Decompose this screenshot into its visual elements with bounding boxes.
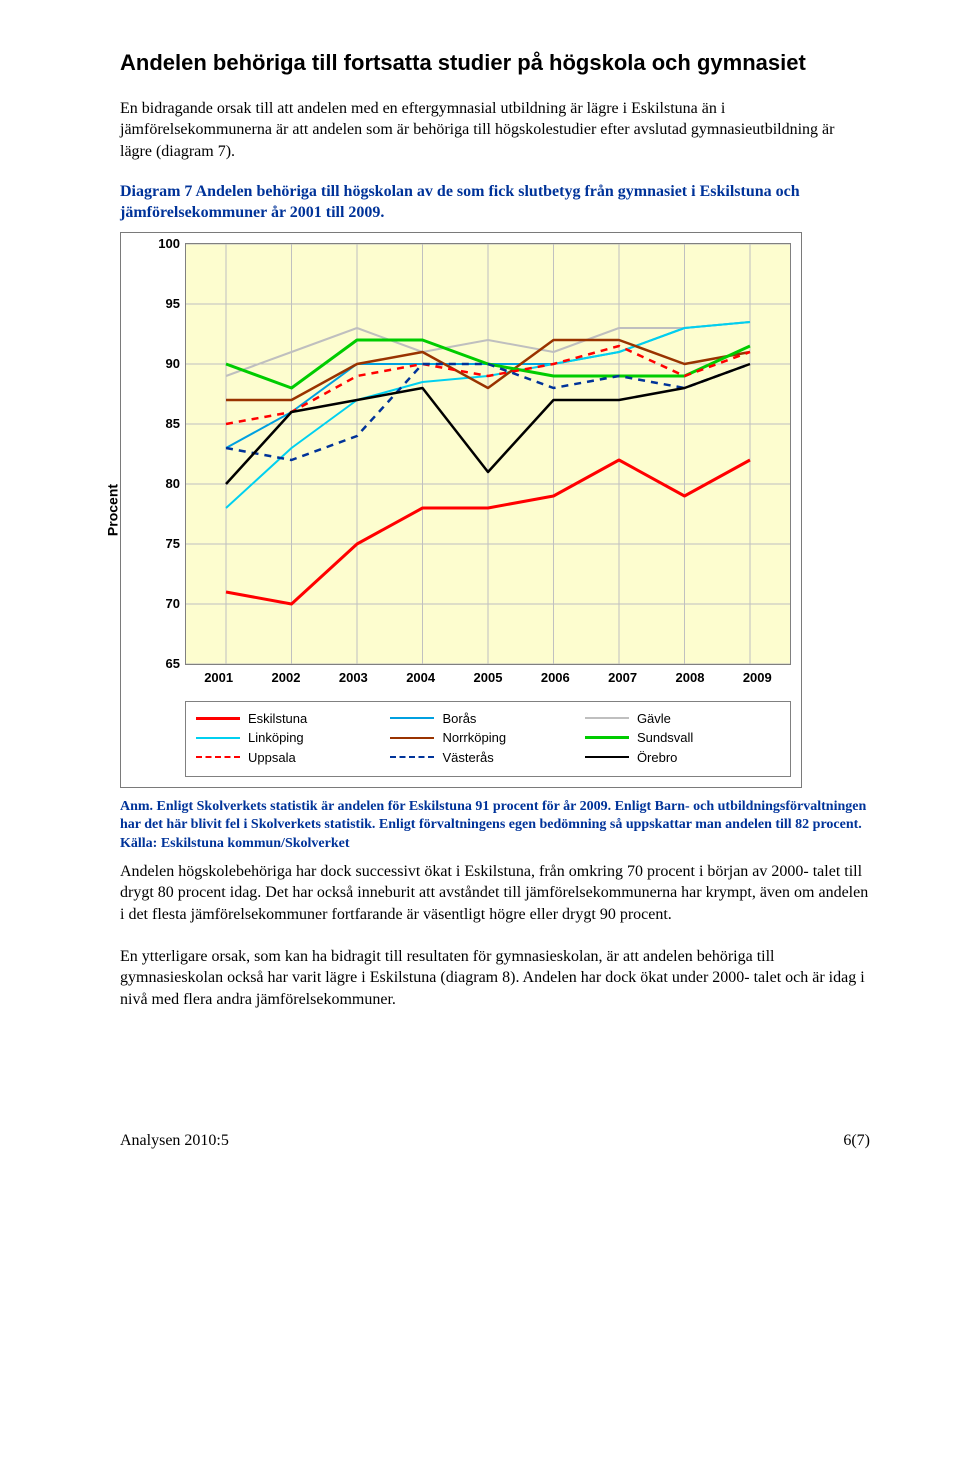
y-tick-label: 90 [166,355,180,373]
chart-plot-area: 65707580859095100 [185,243,791,665]
footer-left: Analysen 2010:5 [120,1130,229,1152]
chart-caption: Diagram 7 Andelen behöriga till högskola… [120,182,870,224]
x-tick-label: 2006 [522,669,589,687]
chart-frame: Procent 65707580859095100 20012002200320… [120,232,802,788]
legend-item: Eskilstuna [196,710,390,728]
chart-note: Anm. Enligt Skolverkets statistik är and… [120,798,870,853]
x-tick-label: 2001 [185,669,252,687]
body-paragraph-1: Andelen högskolebehöriga har dock succes… [120,861,870,926]
footer-right: 6(7) [843,1130,870,1152]
intro-paragraph: En bidragande orsak till att andelen med… [120,98,870,163]
y-tick-label: 85 [166,415,180,433]
x-tick-label: 2005 [454,669,521,687]
x-tick-label: 2004 [387,669,454,687]
x-tick-label: 2003 [320,669,387,687]
y-axis-label: Procent [104,484,123,536]
legend-item: Västerås [390,749,584,767]
y-tick-label: 80 [166,475,180,493]
legend-item: Gävle [585,710,779,728]
legend-item: Borås [390,710,584,728]
x-tick-label: 2008 [656,669,723,687]
y-tick-label: 65 [166,655,180,673]
legend-item: Sundsvall [585,729,779,747]
y-tick-label: 70 [166,595,180,613]
x-axis-ticks: 200120022003200420052006200720082009 [185,669,791,687]
y-tick-label: 100 [158,235,180,253]
x-tick-label: 2009 [724,669,791,687]
y-tick-label: 75 [166,535,180,553]
legend-item: Linköping [196,729,390,747]
y-tick-label: 95 [166,295,180,313]
legend-item: Norrköping [390,729,584,747]
x-tick-label: 2007 [589,669,656,687]
x-tick-label: 2002 [252,669,319,687]
chart-legend: EskilstunaBoråsGävle LinköpingNorrköpingS… [185,701,791,778]
body-paragraph-2: En ytterligare orsak, som kan ha bidragi… [120,946,870,1011]
legend-item: Uppsala [196,749,390,767]
page-title: Andelen behöriga till fortsatta studier … [120,48,870,78]
legend-item: Örebro [585,749,779,767]
